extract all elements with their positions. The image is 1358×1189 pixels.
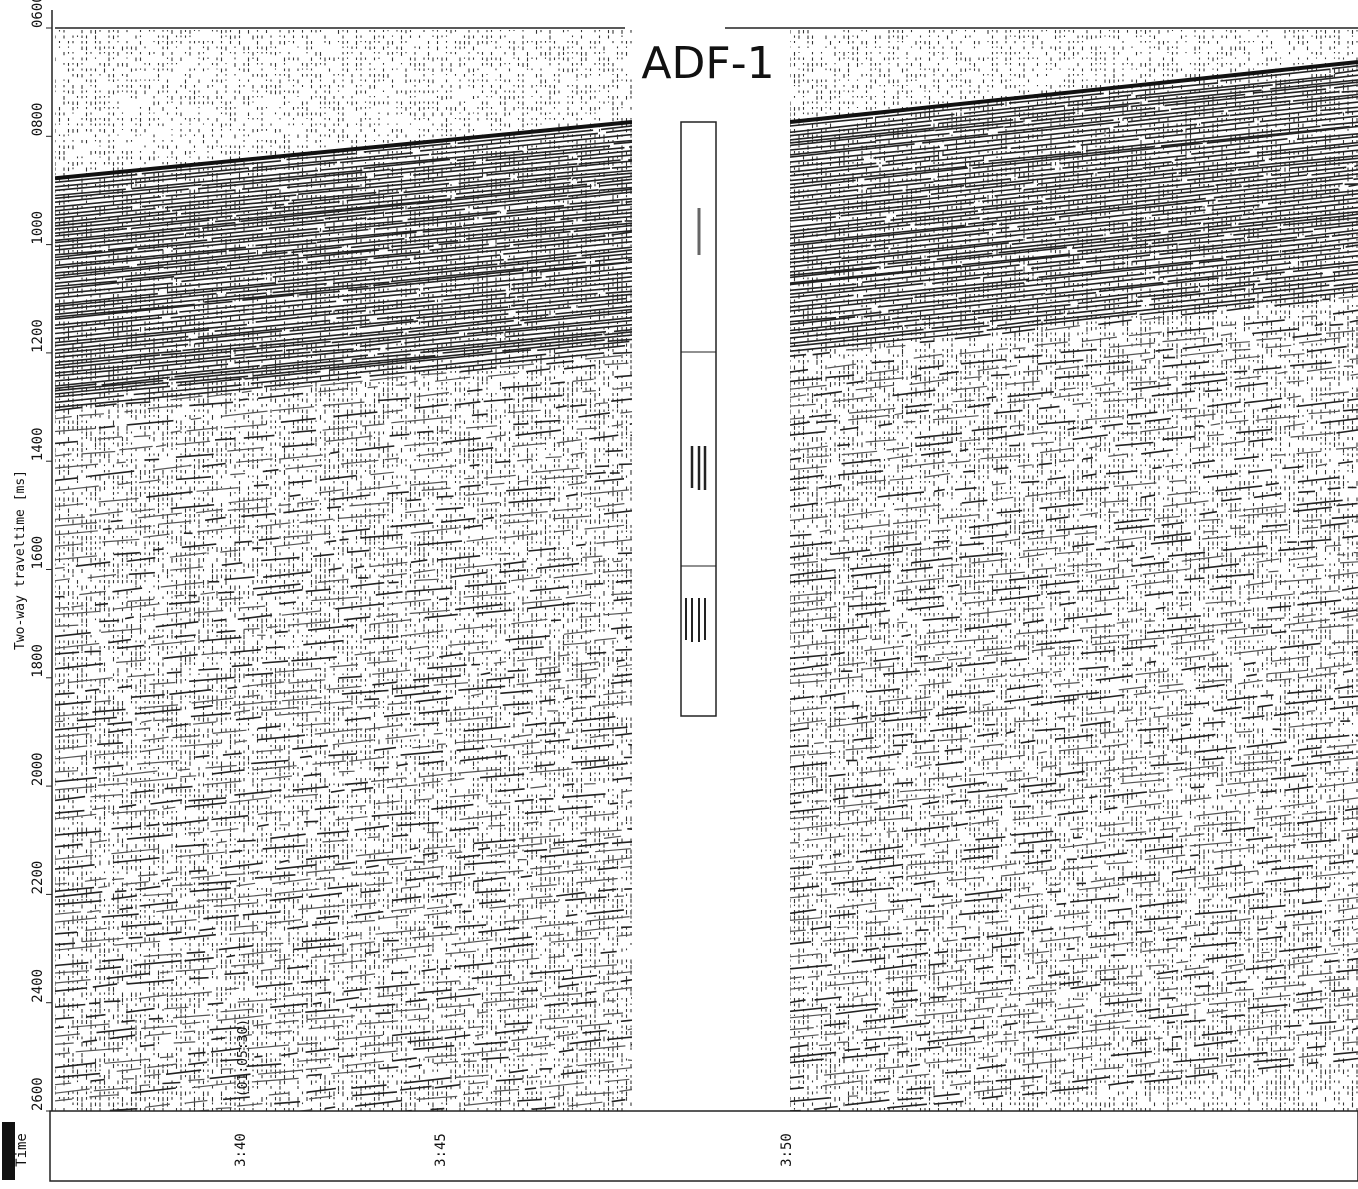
y-tick-label: 0800	[30, 103, 46, 137]
y-tick-label: 2600	[30, 1077, 46, 1111]
seafloor	[790, 60, 1358, 124]
trace-texture	[55, 30, 632, 1111]
well-column	[680, 121, 717, 717]
seismic-panel-left	[55, 30, 632, 1111]
y-tick-label: 1200	[30, 319, 46, 353]
y-tick-label: 1000	[30, 211, 46, 245]
y-tick-label: 2200	[30, 861, 46, 895]
y-tick-label: 2400	[30, 969, 46, 1003]
y-tick-label: 1600	[30, 536, 46, 570]
x-axis-label: Time	[14, 1133, 30, 1167]
time-marker	[2, 1122, 15, 1180]
x-tick-label: 3:40	[233, 1133, 249, 1167]
annotation: (01:05:30)	[236, 1019, 251, 1097]
y-tick-label: 2000	[30, 752, 46, 786]
time-strip	[49, 1110, 1358, 1182]
y-axis-label: Two-way traveltime [ms]	[13, 470, 28, 650]
y-tick-label: 1400	[30, 427, 46, 461]
well-name: ADF-1	[641, 38, 774, 89]
reflectors-faint	[790, 295, 1358, 1111]
axis-ticks: 0600 0800 1000 1200 1400 1600 1800 2000 2200 2400…	[30, 0, 795, 1167]
x-tick-label: 3:45	[433, 1133, 449, 1167]
seafloor	[55, 120, 632, 181]
y-tick-label: 0600	[30, 0, 46, 28]
x-tick-label: 3:50	[779, 1133, 795, 1167]
reflectors-faint	[55, 355, 632, 1111]
y-tick-label: 1800	[30, 644, 46, 678]
seismic-panel-right	[790, 30, 1358, 1111]
